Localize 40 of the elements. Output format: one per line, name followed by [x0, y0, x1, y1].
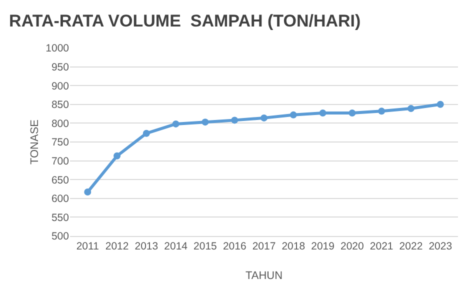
point [290, 111, 297, 118]
point [84, 188, 92, 196]
y-tick-label: 500 [51, 230, 70, 243]
x-tick-label: 2011 [76, 240, 100, 253]
point [378, 108, 386, 115]
point [436, 100, 444, 108]
x-tick-label: 2022 [399, 240, 423, 253]
chart-title: RATA-RATA VOLUME SAMPAH (TON/HARI) [9, 11, 361, 30]
x-tick-label: 2017 [252, 240, 276, 253]
point [172, 120, 180, 128]
point [319, 110, 326, 117]
x-tick-label: 2019 [311, 240, 335, 253]
point [231, 116, 238, 124]
y-tick-label: 1000 [46, 42, 70, 55]
y-axis-title: TONASE [29, 119, 41, 165]
y-tick-label: 650 [51, 174, 70, 186]
x-axis-title: TAHUN [245, 270, 283, 282]
point [114, 152, 121, 160]
x-tick-label: 2013 [134, 240, 158, 253]
x-tick-label: 2016 [222, 240, 246, 253]
y-tick-label: 950 [51, 61, 70, 74]
point [260, 114, 268, 122]
x-tick-label: 2018 [282, 240, 306, 253]
x-tick-label: 2015 [194, 240, 218, 253]
x-tick-label: 2012 [105, 240, 129, 253]
point [202, 118, 209, 126]
point [348, 110, 356, 117]
y-tick-label: 550 [51, 212, 70, 224]
x-tick-label: 2014 [164, 240, 188, 253]
x-tick-label: 2020 [340, 240, 364, 253]
y-tick-label: 900 [51, 80, 70, 92]
y-tick-label: 750 [51, 136, 70, 149]
y-tick-label: 850 [51, 99, 70, 112]
y-tick-label: 600 [51, 193, 70, 206]
point [142, 130, 150, 137]
y-tick-label: 700 [51, 155, 70, 168]
x-tick-label: 2021 [370, 240, 394, 253]
x-tick-label: 2023 [428, 240, 452, 253]
y-tick-label: 800 [51, 118, 70, 130]
point [407, 105, 414, 112]
